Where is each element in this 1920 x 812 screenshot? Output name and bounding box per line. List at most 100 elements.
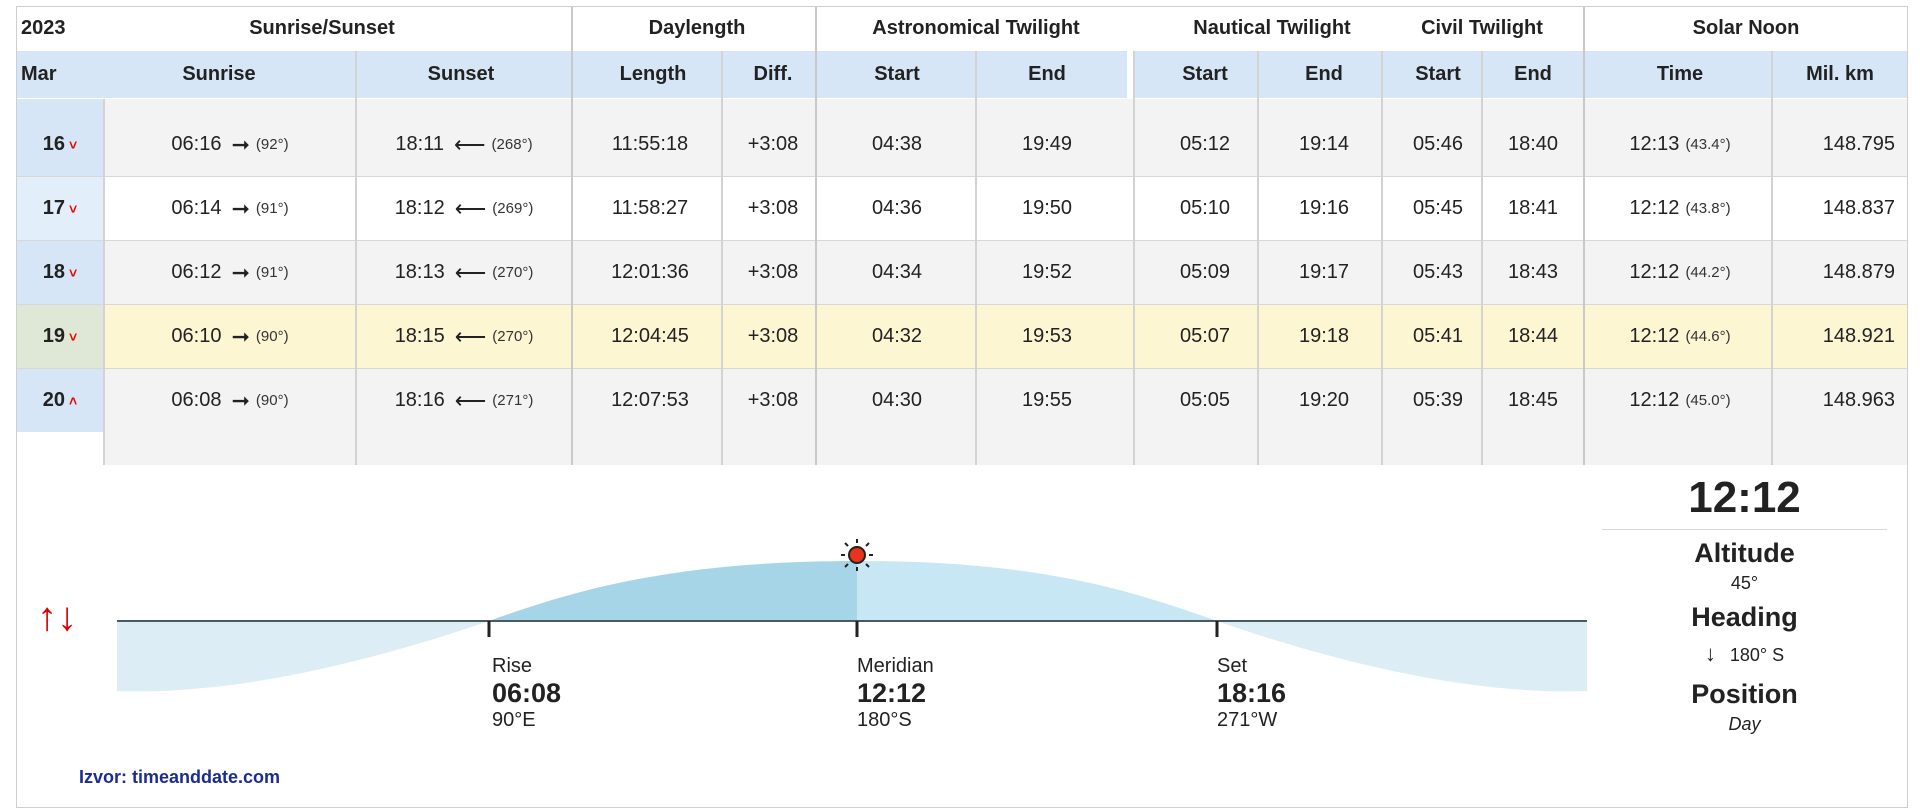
arrow-left-icon: ⟵ bbox=[454, 323, 487, 349]
group-sunrise-sunset: Sunrise/Sunset bbox=[87, 7, 557, 49]
table-header: 2023 Sunrise/Sunset Daylength Astronomic… bbox=[17, 7, 1907, 99]
mil-km-cell: 148.963 bbox=[1822, 389, 1895, 411]
chevron-down-icon[interactable]: ˅ bbox=[69, 200, 78, 217]
table-row-expanded[interactable]: 20 ˄ 06:08 ➞ (90°) 18:16 ⟵ (271°) 12:07:53 +3… bbox=[17, 369, 1907, 432]
table-row-highlighted[interactable]: 19 ˅ 06:10 ➞ (90°) 18:15 ⟵ (270°) 12:04:45 +3… bbox=[17, 305, 1907, 369]
month-label: Mar bbox=[17, 51, 87, 98]
civil-end-cell: 18:41 bbox=[1507, 197, 1559, 219]
group-solar-noon: Solar Noon bbox=[1585, 7, 1907, 49]
civil-start-cell: 05:39 bbox=[1412, 389, 1464, 411]
position-label: Position bbox=[1691, 679, 1798, 709]
sunset-cell: 18:15 ⟵ (270°) bbox=[394, 323, 534, 349]
sun-icon bbox=[841, 539, 873, 571]
set-time: 18:16 bbox=[1217, 678, 1287, 708]
sunset-cell: 18:12 ⟵ (269°) bbox=[394, 195, 534, 221]
sunrise-cell: 06:10 ➞ (90°) bbox=[171, 323, 289, 349]
civil-start-cell: 05:43 bbox=[1412, 261, 1464, 283]
chevron-down-icon[interactable]: ˅ bbox=[69, 328, 78, 345]
col-astro-start[interactable]: Start bbox=[817, 51, 977, 98]
table-row[interactable]: 18 ˅ 06:12 ➞ (91°) 18:13 ⟵ (270°) 12:01:36 +3… bbox=[17, 241, 1907, 305]
col-noon-time[interactable]: Time bbox=[1585, 51, 1775, 98]
sunset-cell: 18:13 ⟵ (270°) bbox=[394, 259, 534, 285]
col-civil-end[interactable]: End bbox=[1483, 51, 1583, 98]
col-civil-start[interactable]: Start bbox=[1383, 51, 1493, 98]
astro-end-cell: 19:50 bbox=[1021, 197, 1073, 219]
row-date[interactable]: 20 ˄ bbox=[17, 369, 103, 432]
civil-start-cell: 05:41 bbox=[1412, 325, 1464, 347]
row-date[interactable]: 17 ˅ bbox=[17, 177, 103, 240]
sun-position-graph: ↑↓ bbox=[17, 465, 1907, 807]
diff-cell: +3:08 bbox=[747, 389, 799, 411]
sun-table-widget: 2023 Sunrise/Sunset Daylength Astronomic… bbox=[16, 6, 1908, 808]
noon-cell: 12:13 (43.4°) bbox=[1629, 133, 1731, 155]
sun-info-panel: 12:12 Altitude 45° Heading ↓ 180° S Posit… bbox=[1602, 465, 1887, 807]
col-naut-start[interactable]: Start bbox=[1135, 51, 1275, 98]
set-label-group: Set 18:16 271°W bbox=[1217, 655, 1286, 732]
group-astronomical-twilight: Astronomical Twilight bbox=[817, 7, 1135, 49]
mil-km-cell: 148.837 bbox=[1822, 197, 1895, 219]
chevron-down-icon[interactable]: ˅ bbox=[69, 264, 78, 281]
col-naut-end[interactable]: End bbox=[1259, 51, 1389, 98]
noon-cell: 12:12 (43.8°) bbox=[1629, 197, 1731, 219]
length-cell: 11:58:27 bbox=[611, 197, 689, 219]
naut-start-cell: 05:09 bbox=[1179, 261, 1231, 283]
diff-cell: +3:08 bbox=[747, 133, 799, 155]
arrow-right-icon: ➞ bbox=[231, 259, 250, 285]
astro-start-cell: 04:32 bbox=[871, 325, 923, 347]
row-date[interactable]: 19 ˅ bbox=[17, 305, 103, 368]
sunset-cell: 18:11 ⟵ (268°) bbox=[395, 131, 533, 157]
set-direction: 271°W bbox=[1217, 709, 1278, 731]
arrow-left-icon: ⟵ bbox=[454, 387, 487, 413]
year-label: 2023 bbox=[17, 7, 87, 49]
astro-start-cell: 04:34 bbox=[871, 261, 923, 283]
astro-end-cell: 19:53 bbox=[1021, 325, 1073, 347]
col-sunset[interactable]: Sunset bbox=[351, 51, 571, 98]
col-length[interactable]: Length bbox=[573, 51, 733, 98]
astro-end-cell: 19:49 bbox=[1021, 133, 1073, 155]
chevron-down-icon[interactable]: ˅ bbox=[69, 136, 78, 153]
meridian-time: 12:12 bbox=[857, 678, 927, 708]
diff-cell: +3:08 bbox=[747, 261, 799, 283]
rise-label-group: Rise 06:08 90°E bbox=[492, 655, 561, 732]
naut-end-cell: 19:18 bbox=[1298, 325, 1350, 347]
meridian-label-group: Meridian 12:12 180°S bbox=[857, 655, 934, 732]
col-astro-end[interactable]: End bbox=[967, 51, 1127, 98]
col-sunrise[interactable]: Sunrise bbox=[87, 51, 351, 98]
meridian-label: Meridian bbox=[857, 655, 934, 677]
naut-end-cell: 19:20 bbox=[1298, 389, 1350, 411]
table-row[interactable]: 16 ˅ 06:16 ➞ (92°) 18:11 ⟵ (268°) 11:55:18 +3… bbox=[17, 113, 1907, 177]
arrow-right-icon: ➞ bbox=[231, 323, 250, 349]
astro-start-cell: 04:30 bbox=[871, 389, 923, 411]
noon-cell: 12:12 (45.0°) bbox=[1629, 389, 1731, 411]
length-cell: 12:04:45 bbox=[611, 325, 689, 347]
length-cell: 12:07:53 bbox=[611, 389, 689, 411]
sunrise-cell: 06:16 ➞ (92°) bbox=[171, 131, 289, 157]
noon-cell: 12:12 (44.6°) bbox=[1629, 325, 1731, 347]
altitude-label: Altitude bbox=[1694, 538, 1795, 568]
heading-label: Heading bbox=[1691, 602, 1798, 632]
col-mil-km[interactable]: Mil. km bbox=[1773, 51, 1907, 98]
astro-end-cell: 19:52 bbox=[1021, 261, 1073, 283]
row-date[interactable]: 18 ˅ bbox=[17, 241, 103, 304]
naut-start-cell: 05:12 bbox=[1179, 133, 1231, 155]
civil-end-cell: 18:44 bbox=[1507, 325, 1559, 347]
row-date[interactable]: 16 ˅ bbox=[17, 113, 103, 176]
table-row[interactable]: 17 ˅ 06:14 ➞ (91°) 18:12 ⟵ (269°) 11:58:27 +3… bbox=[17, 177, 1907, 241]
arrow-left-icon: ⟵ bbox=[454, 195, 487, 221]
heading-arrow-icon: ↓ bbox=[1704, 641, 1716, 666]
naut-end-cell: 19:14 bbox=[1298, 133, 1350, 155]
chevron-up-icon[interactable]: ˄ bbox=[69, 392, 78, 409]
position-value: Day bbox=[1728, 714, 1761, 734]
civil-end-cell: 18:45 bbox=[1507, 389, 1559, 411]
rise-time: 06:08 bbox=[492, 678, 562, 708]
set-label: Set bbox=[1217, 655, 1248, 677]
arrow-right-icon: ➞ bbox=[231, 195, 250, 221]
civil-start-cell: 05:45 bbox=[1412, 197, 1464, 219]
col-diff[interactable]: Diff. bbox=[723, 51, 823, 98]
civil-end-cell: 18:43 bbox=[1507, 261, 1559, 283]
group-daylength: Daylength bbox=[573, 7, 821, 49]
expand-collapse-arrows-icon[interactable]: ↑↓ bbox=[37, 595, 77, 639]
astro-end-cell: 19:55 bbox=[1021, 389, 1073, 411]
sunrise-cell: 06:14 ➞ (91°) bbox=[171, 195, 289, 221]
mil-km-cell: 148.879 bbox=[1822, 261, 1895, 283]
